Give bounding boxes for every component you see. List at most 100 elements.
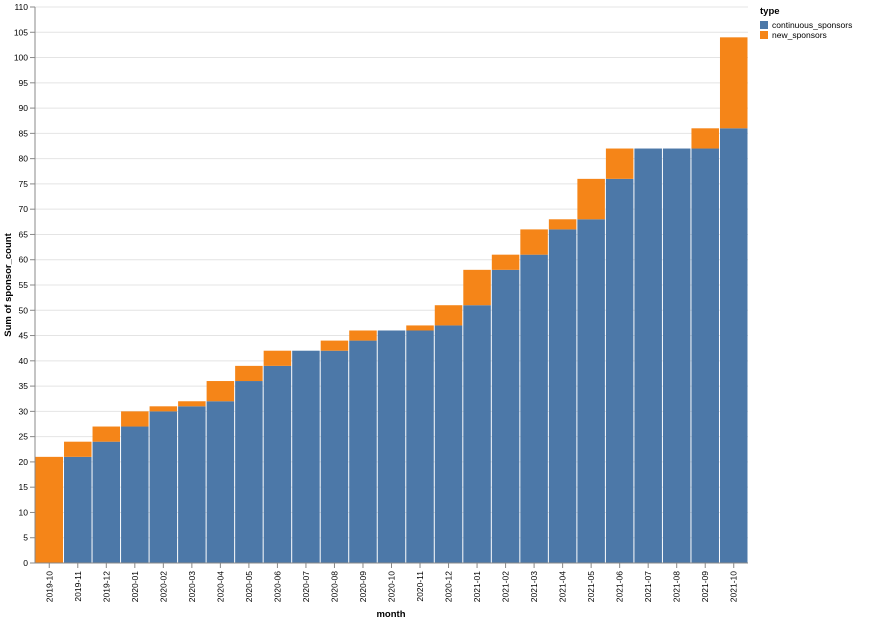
y-tick-label: 45 — [19, 331, 29, 341]
x-tick-label: 2020-09 — [358, 571, 368, 602]
x-tick-label: 2020-11 — [415, 571, 425, 602]
y-tick-label: 10 — [19, 507, 29, 517]
bar-continuous_sponsors-2021-03 — [520, 254, 548, 563]
bar-continuous_sponsors-2020-05 — [235, 381, 263, 563]
x-tick-label: 2021-03 — [529, 571, 539, 602]
bar-continuous_sponsors-2021-09 — [691, 148, 719, 563]
bar-new_sponsors-2020-12 — [434, 305, 463, 326]
bar-continuous_sponsors-2021-06 — [605, 178, 634, 563]
y-tick-label: 95 — [19, 78, 29, 88]
bar-continuous_sponsors-2020-12 — [434, 325, 463, 563]
bar-new_sponsors-2019-10 — [35, 456, 64, 563]
x-tick-label: 2021-01 — [472, 571, 482, 602]
y-tick-label: 90 — [19, 103, 29, 113]
x-tick-label: 2019-10 — [44, 571, 54, 602]
bar-continuous_sponsors-2020-06 — [263, 365, 292, 563]
x-tick-label: 2019-11 — [73, 571, 83, 602]
bar-new_sponsors-2019-12 — [92, 426, 121, 442]
x-tick-label: 2020-06 — [272, 571, 282, 602]
y-tick-label: 65 — [19, 229, 29, 239]
bar-continuous_sponsors-2019-12 — [92, 441, 121, 563]
bar-continuous_sponsors-2020-02 — [149, 411, 178, 563]
bar-continuous_sponsors-2021-04 — [548, 229, 577, 563]
bar-continuous_sponsors-2020-01 — [121, 426, 149, 563]
y-tick-label: 40 — [19, 356, 29, 366]
bar-new_sponsors-2020-09 — [349, 330, 377, 341]
y-tick-label: 15 — [19, 482, 29, 492]
bar-new_sponsors-2020-01 — [121, 411, 149, 427]
axes: 0 5 10 15 20 25 30 35 40 45 50 55 60 65 70 75 80 85 90 95 10… — [14, 2, 748, 602]
legend-label-new_sponsors: new_sponsors — [772, 30, 827, 40]
y-tick-label: 60 — [19, 255, 29, 265]
x-axis-title: month — [376, 609, 405, 620]
y-tick-label: 35 — [19, 381, 29, 391]
bar-continuous_sponsors-2020-04 — [206, 401, 235, 563]
bar-continuous_sponsors-2021-10 — [719, 128, 748, 564]
bar-new_sponsors-2021-09 — [691, 128, 719, 149]
x-tick-label: 2019-12 — [101, 571, 111, 602]
x-tick-label: 2020-02 — [158, 571, 168, 602]
bar-new_sponsors-2021-05 — [577, 178, 605, 220]
bar-continuous_sponsors-2020-03 — [178, 406, 206, 563]
x-tick-label: 2021-06 — [615, 571, 625, 602]
bar-continuous_sponsors-2019-11 — [64, 456, 92, 563]
x-tick-label: 2021-04 — [558, 571, 568, 602]
bar-new_sponsors-2020-11 — [406, 325, 434, 331]
legend-label-continuous_sponsors: continuous_sponsors — [772, 20, 852, 30]
y-tick-label: 5 — [23, 533, 28, 543]
bar-continuous_sponsors-2020-08 — [320, 350, 349, 563]
bar-continuous_sponsors-2020-10 — [377, 330, 406, 563]
bar-new_sponsors-2020-05 — [235, 365, 263, 382]
bar-continuous_sponsors-2020-09 — [349, 340, 377, 563]
x-tick-label: 2020-12 — [444, 571, 454, 602]
bar-new_sponsors-2020-03 — [178, 401, 206, 407]
y-tick-label: 25 — [19, 432, 29, 442]
bar-new_sponsors-2020-06 — [263, 350, 292, 366]
y-tick-label: 30 — [19, 406, 29, 416]
y-tick-label: 105 — [14, 27, 28, 37]
y-tick-label: 75 — [19, 179, 29, 189]
bars — [35, 37, 748, 564]
bar-new_sponsors-2021-02 — [491, 254, 520, 270]
legend-swatch-new_sponsors — [760, 31, 768, 39]
y-tick-label: 100 — [14, 53, 28, 63]
bar-new_sponsors-2021-03 — [520, 229, 548, 255]
y-tick-label: 110 — [14, 2, 28, 12]
x-tick-label: 2020-03 — [187, 571, 197, 602]
y-tick-label: 70 — [19, 204, 29, 214]
bar-continuous_sponsors-2020-07 — [292, 350, 320, 563]
bar-new_sponsors-2020-02 — [149, 406, 178, 412]
x-tick-label: 2020-01 — [130, 571, 140, 602]
y-tick-label: 50 — [19, 305, 29, 315]
x-tick-label: 2020-05 — [244, 571, 254, 602]
x-tick-label: 2020-07 — [301, 571, 311, 602]
x-tick-label: 2021-09 — [700, 571, 710, 602]
bar-new_sponsors-2020-04 — [206, 381, 235, 402]
x-tick-label: 2020-10 — [387, 571, 397, 602]
x-tick-label: 2021-05 — [586, 571, 596, 602]
bar-continuous_sponsors-2020-11 — [406, 330, 434, 563]
y-tick-label: 80 — [19, 154, 29, 164]
bar-new_sponsors-2019-11 — [64, 441, 92, 457]
bar-new_sponsors-2021-01 — [463, 269, 491, 306]
x-tick-label: 2020-08 — [329, 571, 339, 602]
x-tick-label: 2021-08 — [672, 571, 682, 602]
x-tick-label: 2020-04 — [215, 571, 225, 602]
legend-title: type — [760, 6, 780, 17]
bar-continuous_sponsors-2021-08 — [662, 148, 691, 563]
x-tick-label: 2021-07 — [643, 571, 653, 602]
bar-continuous_sponsors-2021-02 — [491, 269, 520, 563]
bar-continuous_sponsors-2021-01 — [463, 305, 491, 563]
bar-new_sponsors-2021-10 — [719, 37, 748, 129]
bar-continuous_sponsors-2021-05 — [577, 219, 605, 564]
y-axis-title: Sum of sponsor_count — [3, 232, 14, 336]
x-tick-label: 2021-10 — [729, 571, 739, 602]
bar-continuous_sponsors-2021-07 — [634, 148, 662, 563]
bar-new_sponsors-2020-08 — [320, 340, 349, 351]
y-tick-label: 85 — [19, 128, 29, 138]
legend-swatch-continuous_sponsors — [760, 21, 768, 29]
bar-new_sponsors-2021-04 — [548, 219, 577, 230]
